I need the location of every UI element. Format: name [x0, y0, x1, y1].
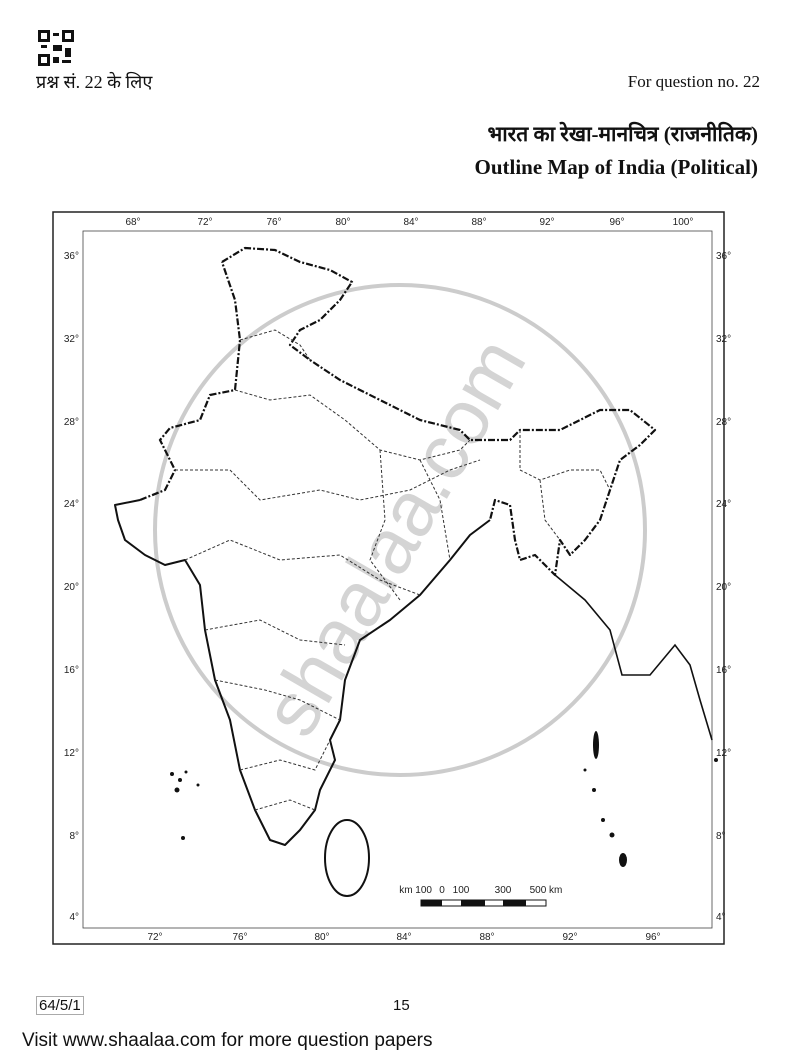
map-title-hindi: भारत का रेखा-मानचित्र (राजनीतिक)	[487, 122, 758, 146]
latitude-label-left: 4°	[69, 912, 79, 923]
longitude-label-top: 72°	[197, 217, 212, 228]
latitude-label-right: 36°	[716, 251, 731, 262]
longitude-label-top: 68°	[125, 217, 140, 228]
latitude-label-right: 12°	[716, 748, 731, 759]
map-title-english: Outline Map of India (Political)	[474, 155, 759, 179]
latitude-label-left: 32°	[64, 334, 79, 345]
scale-label: 0	[439, 885, 445, 896]
paper-code: 64/5/1	[36, 996, 84, 1015]
question-ref-hindi: प्रश्न सं. 22 के लिए	[36, 72, 153, 92]
latitude-label-right: 28°	[716, 417, 731, 428]
longitude-label-top: 80°	[335, 217, 350, 228]
scale-label: 500 km	[530, 885, 563, 896]
longitude-label-top: 76°	[266, 217, 281, 228]
question-ref-english: For question no. 22	[627, 72, 760, 91]
latitude-label-left: 24°	[64, 499, 79, 510]
latitude-label-right: 24°	[716, 499, 731, 510]
longitude-label-bottom: 92°	[562, 932, 577, 943]
latitude-label-left: 36°	[64, 251, 79, 262]
longitude-label-top: 88°	[471, 217, 486, 228]
latitude-label-right: 8°	[716, 831, 726, 842]
latitude-label-left: 16°	[64, 665, 79, 676]
lakshadweep-islands	[170, 770, 200, 840]
state-boundaries	[175, 329, 611, 811]
map-inner-frame	[82, 230, 713, 929]
page-number: 15	[393, 997, 410, 1014]
longitude-label-bottom: 96°	[645, 932, 660, 943]
india-boundary	[221, 246, 657, 577]
qr-code	[38, 30, 74, 66]
longitude-label-bottom: 84°	[396, 932, 411, 943]
longitude-label-bottom: 72°	[147, 932, 162, 943]
longitude-label-top: 96°	[609, 217, 624, 228]
latitude-label-right: 4°	[716, 912, 726, 923]
scale-bar: km 100 0 100 300 500 km	[399, 885, 563, 907]
watermark-text: shaalaa.com	[245, 323, 542, 750]
sri-lanka-outline	[324, 819, 370, 897]
longitude-label-top: 84°	[403, 217, 418, 228]
andaman-nicobar-islands	[583, 731, 718, 867]
scale-label: 300	[495, 885, 512, 896]
latitude-label-left: 28°	[64, 417, 79, 428]
latitude-label-right: 16°	[716, 665, 731, 676]
website-footer[interactable]: Visit www.shaalaa.com for more question …	[22, 1030, 433, 1051]
latitude-label-left: 12°	[64, 748, 79, 759]
latitude-label-right: 20°	[716, 582, 731, 593]
india-western-boundary	[139, 261, 242, 502]
longitude-label-top: 100°	[673, 217, 694, 228]
longitude-label-bottom: 76°	[232, 932, 247, 943]
longitude-label-bottom: 80°	[314, 932, 329, 943]
myanmar-coast	[554, 574, 713, 741]
latitude-label-left: 20°	[64, 582, 79, 593]
map-outer-frame	[52, 211, 725, 945]
longitude-label-top: 92°	[539, 217, 554, 228]
scale-label: 100	[453, 885, 470, 896]
scale-label: km 100	[399, 885, 432, 896]
longitude-label-bottom: 88°	[479, 932, 494, 943]
india-coastline	[114, 499, 491, 846]
graticule-labels: 68° 72° 76° 80° 84° 88° 92° 96° 100° 72° 76° 80° 84°…	[64, 217, 731, 943]
latitude-label-left: 8°	[69, 831, 79, 842]
latitude-label-right: 32°	[716, 334, 731, 345]
watermark-circle	[153, 283, 647, 777]
